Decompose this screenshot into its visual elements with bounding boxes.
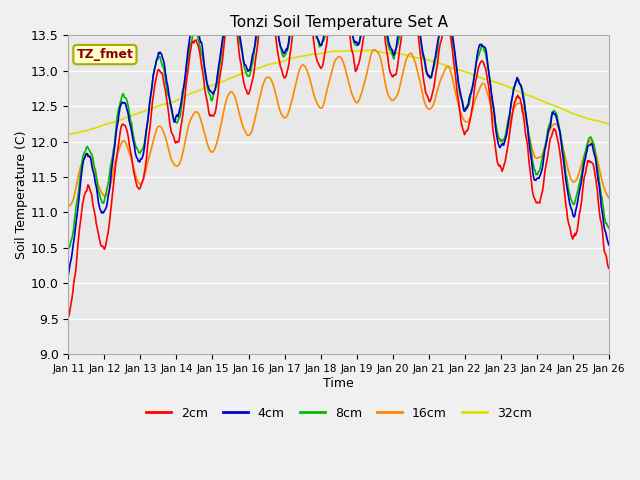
16cm — [74, 174, 82, 180]
4cm — [605, 242, 612, 248]
16cm — [370, 47, 378, 53]
32cm — [213, 81, 221, 86]
32cm — [405, 53, 413, 59]
X-axis label: Time: Time — [323, 377, 354, 390]
2cm — [65, 314, 72, 320]
2cm — [185, 62, 193, 68]
Legend: 2cm, 4cm, 8cm, 16cm, 32cm: 2cm, 4cm, 8cm, 16cm, 32cm — [141, 402, 536, 425]
16cm — [65, 203, 72, 209]
4cm — [65, 272, 72, 277]
Line: 4cm: 4cm — [68, 0, 609, 275]
Line: 2cm: 2cm — [68, 0, 609, 317]
4cm — [130, 140, 138, 145]
32cm — [605, 121, 612, 127]
32cm — [365, 48, 373, 53]
Text: TZ_fmet: TZ_fmet — [77, 48, 133, 61]
4cm — [213, 73, 221, 79]
32cm — [130, 112, 138, 118]
4cm — [420, 58, 428, 63]
8cm — [420, 59, 428, 65]
Line: 16cm: 16cm — [68, 50, 609, 206]
32cm — [420, 56, 428, 62]
8cm — [65, 246, 72, 252]
16cm — [130, 165, 138, 171]
Line: 8cm: 8cm — [68, 0, 609, 249]
8cm — [74, 192, 82, 197]
32cm — [74, 130, 82, 135]
2cm — [213, 97, 221, 103]
8cm — [605, 225, 612, 231]
32cm — [185, 91, 193, 97]
8cm — [213, 80, 221, 85]
32cm — [65, 132, 72, 137]
16cm — [213, 139, 221, 144]
16cm — [420, 99, 428, 105]
4cm — [185, 43, 193, 48]
8cm — [130, 134, 138, 140]
2cm — [74, 239, 82, 245]
8cm — [185, 51, 193, 57]
16cm — [605, 195, 612, 201]
2cm — [605, 265, 612, 271]
2cm — [130, 169, 138, 175]
16cm — [405, 52, 413, 58]
2cm — [420, 83, 428, 89]
Y-axis label: Soil Temperature (C): Soil Temperature (C) — [15, 131, 28, 259]
Title: Tonzi Soil Temperature Set A: Tonzi Soil Temperature Set A — [230, 15, 447, 30]
4cm — [74, 203, 82, 209]
Line: 32cm: 32cm — [68, 50, 609, 134]
16cm — [185, 122, 193, 128]
